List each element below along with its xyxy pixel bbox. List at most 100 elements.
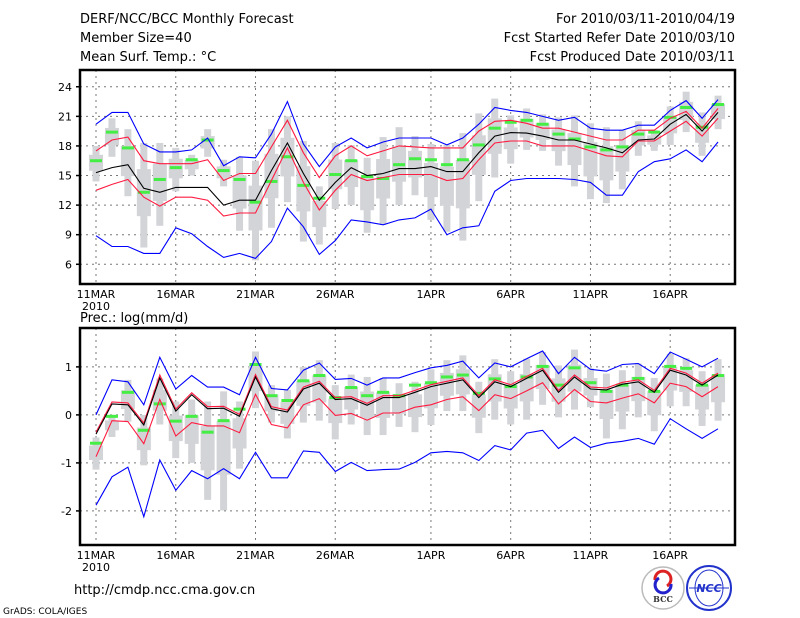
bcc-logo: BCC [641, 566, 685, 610]
member-quartile-box [104, 127, 119, 146]
green-marker [137, 190, 150, 194]
green-marker [409, 157, 421, 161]
y-tick-label: 0 [65, 409, 72, 422]
green-marker [664, 115, 677, 119]
lower-outer-line [95, 141, 719, 260]
produced-date: Fcst Produced Date 2010/03/11 [530, 50, 735, 65]
y-tick-label: 18 [58, 140, 72, 153]
x-year-label: 2010 [82, 300, 110, 313]
y-tick-label: 6 [65, 258, 72, 271]
member-quartile-box [599, 389, 614, 419]
member-quartile-box [535, 365, 550, 389]
upper-outer-line [95, 99, 719, 168]
upper-outer-line [95, 350, 719, 416]
green-marker [552, 132, 565, 136]
x-tick-label: 11APR [573, 549, 609, 562]
member-quartile-box [711, 104, 726, 120]
x-tick-label: 26MAR [316, 288, 355, 301]
x-tick-label: 16APR [652, 288, 688, 301]
member-quartile-box [711, 374, 726, 403]
green-marker [440, 375, 453, 379]
green-marker [169, 419, 182, 423]
y-tick-label: 1 [65, 361, 72, 374]
lower-spread-line [95, 381, 719, 457]
member-quartile-box [503, 127, 518, 150]
green-marker [361, 394, 374, 398]
member-quartile-box [471, 394, 486, 418]
member-quartile-box [647, 135, 662, 145]
x-tick-label: 26MAR [316, 549, 355, 562]
start-date: Fcst Started Refer Date 2010/03/10 [504, 31, 735, 46]
x-tick-label: 21MAR [236, 288, 275, 301]
green-marker [600, 148, 613, 152]
y-tick-label: 9 [65, 229, 72, 242]
green-marker [456, 158, 469, 162]
member-quartile-box [168, 415, 183, 442]
upper-spread-line [95, 108, 719, 182]
member-quartile-box [200, 426, 215, 471]
y-tick-label: 24 [58, 81, 72, 94]
member-quartile-box [296, 166, 311, 212]
x-tick-label: 11APR [573, 288, 609, 301]
green-marker [616, 145, 629, 149]
footer-url[interactable]: http://cmdp.ncc.cma.gov.cn [74, 583, 255, 598]
member-quartile-box [216, 421, 231, 475]
member-quartile-box [89, 154, 103, 171]
x-tick-label: 16MAR [156, 549, 195, 562]
green-marker [712, 103, 725, 107]
y-tick-label: 12 [58, 199, 72, 212]
green-marker [281, 155, 294, 159]
green-marker [233, 407, 246, 411]
green-marker [90, 159, 102, 163]
green-marker [393, 163, 406, 167]
variable-label: Mean Surf. Temp.: °C [80, 50, 216, 65]
green-marker [424, 158, 437, 162]
green-marker [249, 362, 262, 366]
member-quartile-box [360, 176, 375, 211]
member-size: Member Size=40 [80, 31, 192, 46]
green-marker [201, 138, 214, 142]
member-quartile-box [503, 384, 518, 409]
plot-frame [78, 326, 737, 547]
lower-spread-line [95, 117, 719, 217]
forecast-period: For 2010/03/11-2010/04/19 [556, 12, 735, 27]
green-marker [377, 390, 390, 394]
upper-spread-line [95, 367, 719, 433]
green-marker [313, 374, 326, 378]
green-marker [377, 176, 390, 180]
green-marker [329, 173, 342, 177]
green-marker [169, 166, 182, 170]
green-marker [90, 441, 102, 445]
green-marker [488, 377, 501, 381]
green-marker [345, 386, 358, 390]
precipitation-panel: -2 -1 0 1 11MAR 16MAR 21MAR 26MAR 1APR 6APR 11APR 1… [61, 326, 737, 574]
member-quartile-box [232, 418, 247, 449]
y-tick-label: 15 [58, 170, 72, 183]
green-marker [632, 376, 645, 380]
member-quartile-box [89, 445, 103, 460]
green-marker [456, 373, 469, 377]
green-marker [153, 177, 166, 181]
green-marker [121, 390, 134, 394]
green-marker [552, 383, 565, 387]
green-marker [201, 430, 214, 434]
ensemble-mean-line [95, 369, 719, 435]
green-marker [600, 389, 613, 393]
green-marker [472, 143, 485, 147]
x-tick-label: 16APR [652, 549, 688, 562]
green-marker [664, 364, 677, 368]
green-marker [105, 130, 118, 134]
green-marker [297, 379, 310, 383]
y-tick-label: -1 [61, 457, 72, 470]
ncc-logo: NCC [686, 565, 732, 611]
green-marker [680, 366, 693, 370]
green-marker [616, 383, 629, 387]
member-quartile-box [519, 373, 534, 402]
green-marker [520, 118, 533, 122]
green-marker [361, 175, 374, 179]
member-quartile-box [408, 394, 422, 418]
member-quartile-box [184, 159, 199, 170]
x-tick-label: 1APR [417, 549, 446, 562]
member-quartile-box [392, 394, 407, 414]
